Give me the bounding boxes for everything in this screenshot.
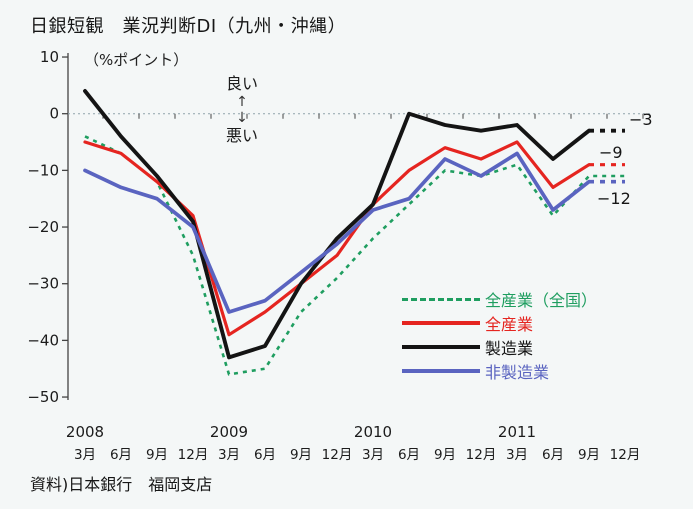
- down-arrow-icon: ↓: [236, 110, 248, 126]
- legend-item: 全産業（全国）: [402, 287, 597, 311]
- x-axis-year-label: 2011: [498, 423, 536, 441]
- good-label: 良い: [225, 74, 258, 93]
- legend-line-swatch: [402, 297, 480, 301]
- y-axis-tick-label: −50: [27, 388, 59, 406]
- y-axis-tick-label: −10: [27, 161, 59, 179]
- x-axis-month-label: 9月: [578, 447, 600, 463]
- end-value-label-manufacturing: −3: [629, 110, 653, 129]
- legend-label: 全産業（全国）: [485, 291, 598, 310]
- series-line-nationwide-all-industry: [84, 135, 625, 376]
- x-axis-month-label: 12月: [466, 447, 497, 463]
- legend-label: 非製造業: [485, 363, 550, 382]
- source-note: 資料)日本銀行 福岡支店: [30, 475, 213, 494]
- y-axis-tick-label: −30: [27, 275, 59, 293]
- x-axis-month-label: 12月: [178, 447, 209, 463]
- x-axis-month-label: 6月: [542, 447, 564, 463]
- legend-item: 非製造業: [402, 359, 597, 383]
- x-axis-month-label: 12月: [322, 447, 353, 463]
- legend-label: 全産業: [485, 315, 534, 334]
- x-axis-month-label: 6月: [110, 447, 132, 463]
- end-value-label-nonmanufacturing: −12: [597, 189, 631, 208]
- legend-line-swatch: [402, 345, 480, 349]
- legend-item: 全産業: [402, 311, 597, 335]
- chart-legend: 全産業（全国） 全産業製造業非製造業: [402, 287, 597, 383]
- legend-item: 製造業: [402, 335, 597, 359]
- y-axis-tick-label: 10: [40, 48, 59, 66]
- x-axis-month-label: 3月: [74, 447, 96, 463]
- series-line-manufacturing: [83, 89, 591, 360]
- x-axis-month-label: 9月: [146, 447, 168, 463]
- series-line-nonmanufacturing: [83, 151, 591, 314]
- x-axis-year-label: 2008: [66, 423, 104, 441]
- x-axis-month-label: 3月: [506, 447, 528, 463]
- end-value-label-all-industry: −9: [599, 143, 623, 162]
- x-axis-month-label: 9月: [434, 447, 456, 463]
- y-axis-unit-label: （%ポイント）: [84, 51, 189, 69]
- x-axis-month-label: 3月: [218, 447, 240, 463]
- good-bad-annotation: 良い ↑ ↓ 悪い: [204, 74, 280, 146]
- y-axis-tick-label: −40: [27, 331, 59, 349]
- chart-title: 日銀短観 業況判断DI（九州・沖縄）: [30, 16, 347, 37]
- y-axis-tick-label: 0: [49, 105, 59, 123]
- up-arrow-icon: ↑: [236, 94, 248, 110]
- x-axis-month-label: 6月: [398, 447, 420, 463]
- x-axis-year-label: 2009: [210, 423, 248, 441]
- x-axis-month-label: 9月: [290, 447, 312, 463]
- x-axis-month-label: 12月: [610, 447, 641, 463]
- legend-label: 製造業: [485, 339, 534, 358]
- x-axis-year-label: 2010: [354, 423, 392, 441]
- legend-line-swatch: [402, 321, 480, 325]
- bad-label: 悪い: [225, 126, 258, 145]
- y-axis-tick-label: −20: [27, 218, 59, 236]
- x-axis-month-label: 3月: [362, 447, 384, 463]
- legend-line-swatch: [402, 369, 480, 373]
- x-axis-month-label: 6月: [254, 447, 276, 463]
